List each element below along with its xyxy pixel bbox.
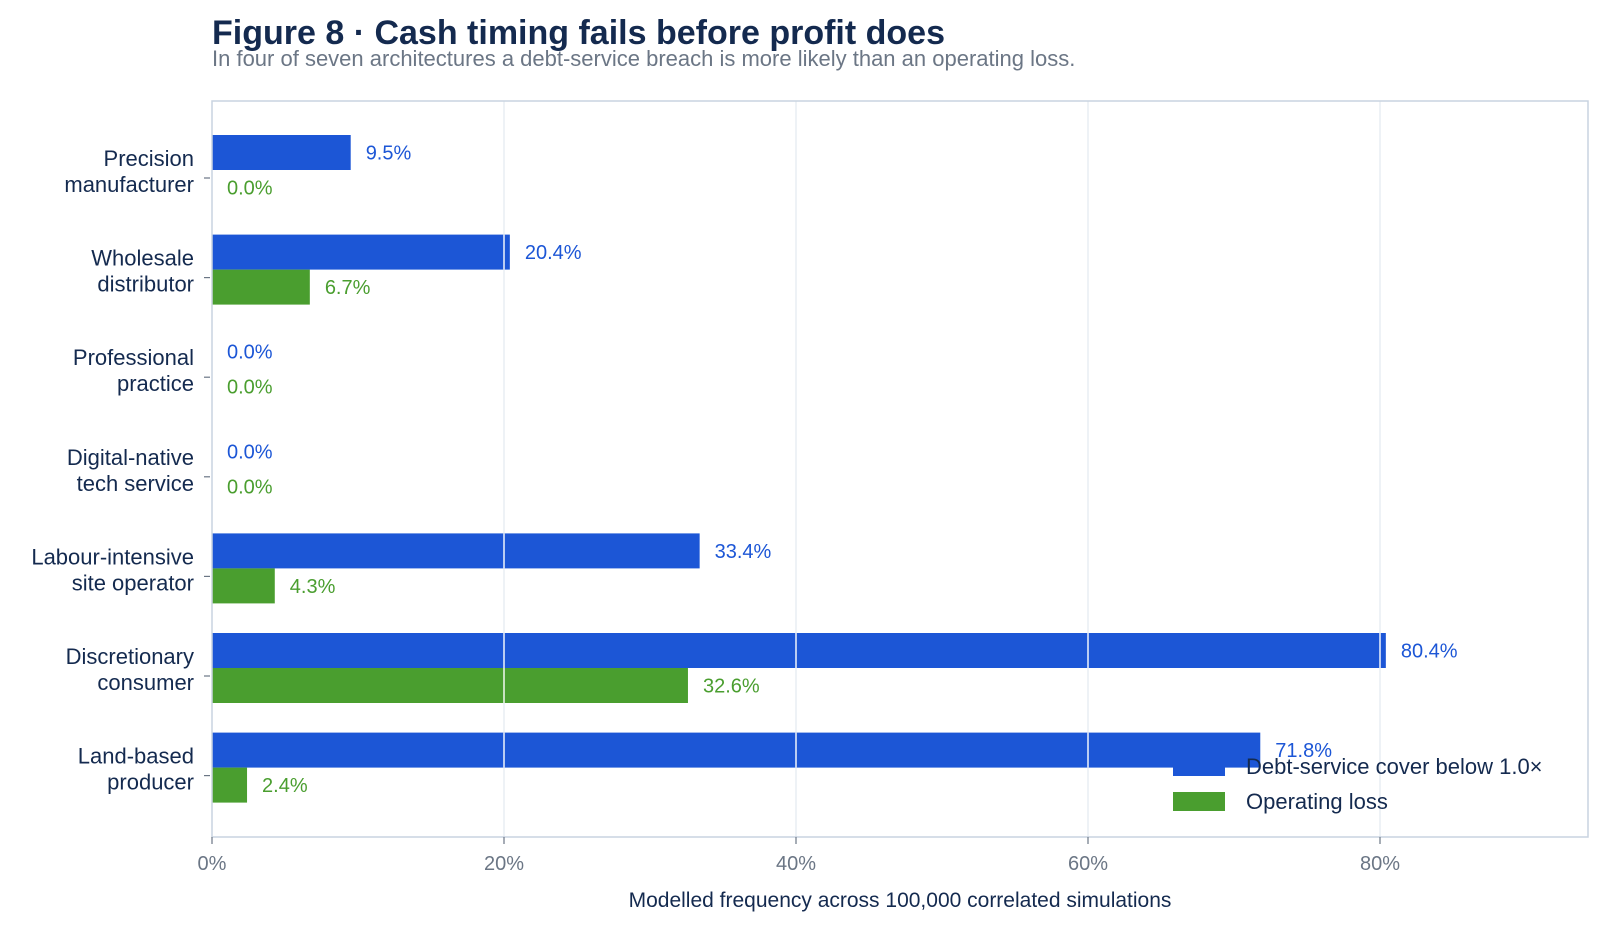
data-label: 0.0% (227, 342, 273, 364)
x-tick-label: 40% (776, 853, 816, 875)
data-label: 0.0% (227, 377, 273, 399)
data-label: 33.4% (715, 541, 772, 563)
x-tick-label: 20% (484, 853, 524, 875)
bar-operating-loss (212, 269, 310, 305)
y-axis: Precision manufacturer Wholesale distributo… (31, 146, 210, 795)
data-label: 0.0% (227, 441, 273, 463)
category-label: Precision manufacturer (64, 146, 194, 197)
data-label: 2.4% (262, 775, 308, 797)
data-label: 0.0% (227, 476, 273, 498)
bar-debt-service (212, 732, 1261, 768)
legend-swatch[interactable] (1173, 792, 1225, 811)
chart-title: Figure 8 · Cash timing fails before prof… (212, 14, 945, 52)
legend[interactable]: Debt-service cover below 1.0× Operating l… (1173, 754, 1543, 814)
category-label: Professional practice (73, 345, 194, 396)
bar-debt-service (212, 633, 1386, 668)
category-label: Labour-intensive site operator (31, 544, 194, 595)
data-labels: 9.5% 0.0% 20.4% 6.7% 0.0% 0.0% 0.0% 0.0% 33.4% 4.… (227, 143, 1458, 798)
x-axis: 0% 20% 40% 60% 80% (198, 837, 1400, 875)
data-label: 32.6% (703, 676, 760, 698)
data-label: 80.4% (1401, 641, 1458, 663)
category-label: Wholesale distributor (91, 246, 194, 297)
chart-subtitle: In four of seven architectures a debt-se… (212, 46, 1076, 71)
legend-label[interactable]: Debt-service cover below 1.0× (1246, 754, 1543, 779)
category-label: Digital-native tech service (67, 445, 194, 496)
data-label: 6.7% (325, 277, 371, 299)
bars (212, 135, 1386, 803)
data-label: 20.4% (525, 242, 582, 264)
x-tick-label: 80% (1360, 853, 1400, 875)
x-tick-label: 60% (1068, 853, 1108, 875)
bar-debt-service (212, 234, 510, 270)
gridlines (503, 101, 1381, 837)
data-label: 9.5% (366, 143, 412, 165)
bar-operating-loss (212, 767, 248, 803)
bar-operating-loss (212, 568, 275, 604)
data-label: 0.0% (227, 178, 273, 200)
bar-debt-service (212, 533, 700, 569)
bar-operating-loss (212, 668, 688, 703)
legend-label[interactable]: Operating loss (1246, 789, 1388, 814)
category-label: Land-based producer (78, 744, 194, 795)
data-label: 4.3% (290, 576, 336, 598)
x-axis-title: Modelled frequency across 100,000 correl… (629, 889, 1172, 912)
data-label: 71.8% (1275, 740, 1332, 762)
legend-swatch[interactable] (1173, 757, 1225, 776)
bar-debt-service (212, 135, 351, 170)
category-label: Discretionary consumer (66, 644, 194, 695)
plot-frame (211, 100, 1589, 838)
x-tick-label: 0% (198, 853, 227, 875)
